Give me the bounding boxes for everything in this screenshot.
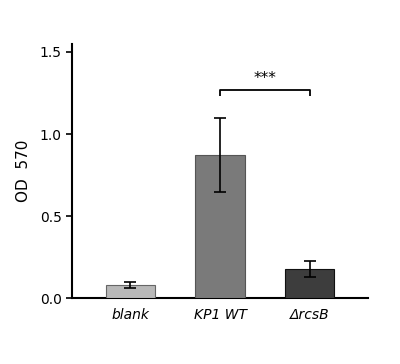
Bar	[195, 155, 245, 298]
Text: ***: ***	[254, 71, 276, 86]
Y-axis label: OD  570: OD 570	[16, 140, 31, 202]
Bar	[285, 269, 334, 298]
Bar	[106, 285, 155, 298]
